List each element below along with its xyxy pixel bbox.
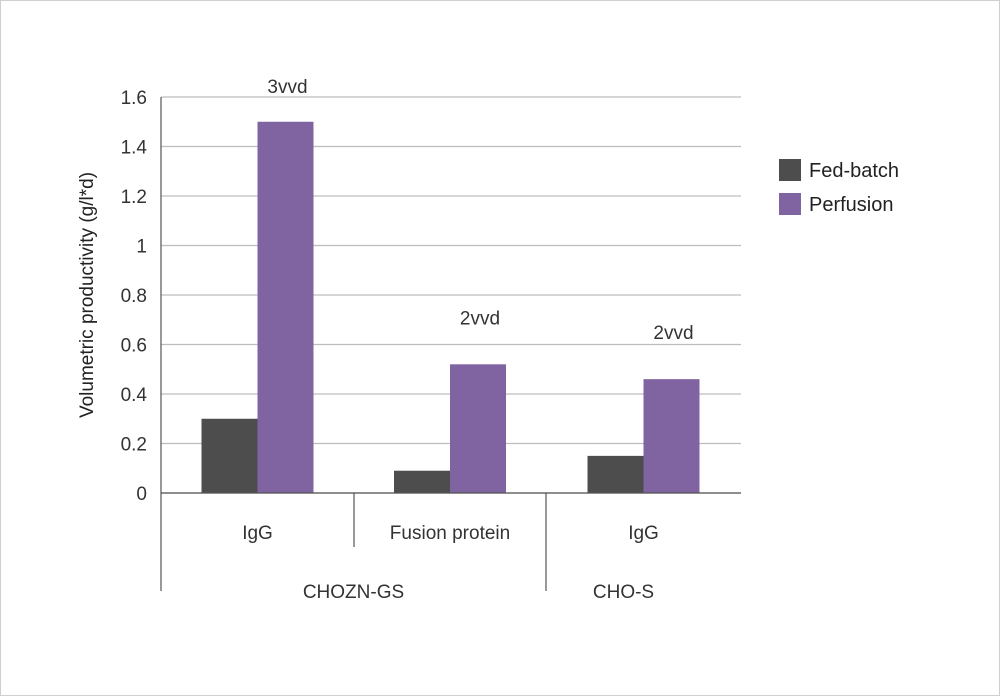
category-label: IgG [628,523,659,544]
bar-perfusion-0 [257,121,314,493]
y-tick-label: 0.2 [121,435,147,456]
legend-label: Perfusion [809,194,894,216]
bar-annotation: 2vvd [653,323,693,344]
y-tick-label: 1.2 [121,187,147,208]
bars [201,121,700,493]
legend-swatch [779,193,801,215]
legend-label: Fed-batch [809,160,899,182]
bar-annotation: 2vvd [460,308,500,329]
category-labels: IgG Fusion protein IgG [242,523,659,544]
y-tick-label: 0.6 [121,336,147,357]
annotations: 3vvd 2vvd 2vvd [267,77,693,344]
group-label: CHOZN-GS [303,582,404,603]
bar-perfusion-1 [450,364,506,493]
bar-fed-batch-0 [201,418,258,493]
y-tick-label: 0.4 [121,385,148,406]
category-label: IgG [242,523,273,544]
bar-perfusion-2 [643,379,700,493]
bar-fed-batch-2 [587,455,644,493]
group-label: CHO-S [593,582,654,603]
y-axis-label: Volumetric productivity (g/l*d) [77,172,98,418]
category-label: Fusion protein [390,523,510,544]
axes [160,97,741,591]
y-tick-label: 0 [136,484,147,505]
group-labels: CHOZN-GS CHO-S [303,582,654,603]
y-tick-label: 1.6 [121,88,147,109]
y-tick-labels: 0 0.2 0.4 0.6 0.8 1 1.2 1.4 1.6 [121,88,148,505]
bar-annotation: 3vvd [267,77,307,98]
legend-swatch [779,159,801,181]
y-tick-label: 1 [136,237,147,258]
y-tick-label: 0.8 [121,286,147,307]
legend: Fed-batch Perfusion [779,159,899,216]
bar-fed-batch-1 [394,470,450,493]
y-tick-label: 1.4 [121,138,148,159]
